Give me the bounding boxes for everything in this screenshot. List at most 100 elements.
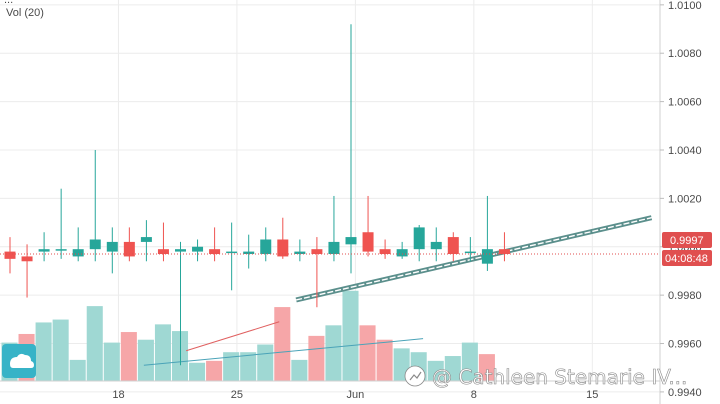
volume-bar bbox=[240, 352, 257, 381]
candle bbox=[243, 234, 255, 269]
candle bbox=[498, 232, 510, 262]
candle bbox=[38, 232, 50, 262]
tradingview-logo-badge[interactable] bbox=[2, 344, 36, 378]
candle bbox=[379, 239, 391, 259]
price-axis-label: 0.9960 bbox=[668, 339, 702, 351]
volume-bar bbox=[461, 342, 478, 381]
volume-bar bbox=[154, 324, 171, 381]
time-axis-label: 15 bbox=[586, 389, 598, 401]
candle-body bbox=[157, 249, 169, 255]
price-axis-label: 1.0040 bbox=[668, 145, 702, 157]
candle-body bbox=[243, 251, 255, 255]
volume-bar bbox=[189, 362, 206, 381]
volume-bar bbox=[376, 339, 393, 381]
volume-bar bbox=[35, 322, 52, 381]
candle-body bbox=[209, 249, 221, 255]
time-axis-label: Jun bbox=[347, 389, 365, 401]
candle-body bbox=[140, 237, 152, 242]
volume-bar bbox=[478, 354, 495, 381]
candle bbox=[21, 244, 33, 298]
candle-body bbox=[413, 227, 425, 250]
volume-bar bbox=[444, 356, 461, 381]
candle bbox=[294, 239, 306, 262]
candle-body bbox=[175, 249, 186, 252]
candle bbox=[396, 241, 408, 259]
candle bbox=[175, 241, 186, 366]
candle bbox=[430, 227, 442, 262]
candle-body bbox=[379, 249, 391, 255]
candle bbox=[447, 232, 459, 262]
candle-body bbox=[311, 249, 323, 255]
time-axis-label: 25 bbox=[231, 389, 243, 401]
candle-body bbox=[4, 251, 16, 259]
candle-body bbox=[55, 249, 67, 251]
candle-body bbox=[294, 251, 306, 255]
volume-bar bbox=[257, 344, 274, 381]
price-axis-label: 1.0100 bbox=[668, 0, 702, 12]
volume-bar bbox=[137, 339, 154, 381]
candle-body bbox=[123, 241, 135, 257]
trendline[interactable] bbox=[186, 321, 280, 352]
candle-body bbox=[396, 249, 408, 257]
volume-bar bbox=[291, 359, 308, 381]
candle-body bbox=[72, 249, 84, 257]
candle bbox=[464, 237, 476, 262]
countdown-box bbox=[662, 250, 712, 266]
time-axis[interactable]: 18 25 Jun 8 15 bbox=[112, 389, 598, 401]
candle-body bbox=[277, 239, 289, 257]
trendlines[interactable] bbox=[143, 215, 653, 366]
price-tag: 0.9997 04:08:48 bbox=[662, 232, 712, 266]
candle bbox=[123, 227, 135, 262]
volume-indicator-label[interactable]: Vol (20) bbox=[6, 7, 44, 19]
candle-body bbox=[362, 232, 374, 252]
volume-bar bbox=[69, 359, 86, 381]
candles bbox=[4, 24, 510, 366]
price-axis-label: 0.9980 bbox=[668, 290, 702, 302]
candle bbox=[157, 222, 169, 262]
candle-body bbox=[481, 249, 493, 264]
volume-bar bbox=[52, 319, 69, 381]
cloud-logo-icon bbox=[10, 353, 34, 368]
candle-body bbox=[464, 251, 476, 254]
candle-body bbox=[192, 246, 204, 252]
candle-body bbox=[430, 241, 442, 250]
candle-body bbox=[106, 241, 118, 252]
volume-bar bbox=[342, 290, 359, 381]
volume-bar bbox=[308, 335, 325, 381]
candle bbox=[72, 227, 84, 262]
chart-bars-icon bbox=[404, 365, 426, 387]
trendline[interactable] bbox=[143, 338, 424, 366]
price-tag-box bbox=[662, 232, 712, 248]
candle bbox=[209, 227, 221, 262]
candle bbox=[89, 149, 101, 262]
volume-bar bbox=[274, 307, 291, 381]
volume-bar bbox=[86, 306, 103, 381]
watermark: @ Cathleen Stemarie IV... bbox=[404, 365, 688, 389]
candle bbox=[311, 237, 323, 308]
volume-bar bbox=[223, 352, 240, 381]
candle-body bbox=[260, 239, 272, 255]
volume-bar bbox=[359, 325, 376, 381]
candle bbox=[140, 220, 152, 262]
time-axis-label: 18 bbox=[112, 389, 124, 401]
watermark-text: @ Cathleen Stemarie IV... bbox=[432, 365, 687, 389]
volume-bar bbox=[120, 332, 137, 381]
candle bbox=[106, 227, 118, 274]
candle bbox=[192, 239, 204, 262]
candle-body bbox=[226, 251, 238, 254]
time-axis-label: 8 bbox=[471, 389, 477, 401]
candle bbox=[277, 217, 289, 259]
header-truncated-line: ... bbox=[4, 0, 13, 6]
countdown-value: 04:08:48 bbox=[665, 253, 708, 265]
candle bbox=[345, 24, 357, 274]
price-axis[interactable]: 1.01001.00801.00601.00401.00201.00000.99… bbox=[660, 0, 702, 399]
price-axis-label: 0.9940 bbox=[668, 387, 702, 399]
candle bbox=[4, 237, 16, 274]
price-axis-label: 1.0080 bbox=[668, 48, 702, 60]
candle-body bbox=[447, 237, 459, 255]
candle-body bbox=[89, 239, 101, 250]
candle-body bbox=[498, 249, 510, 255]
volume-bar bbox=[325, 325, 342, 381]
